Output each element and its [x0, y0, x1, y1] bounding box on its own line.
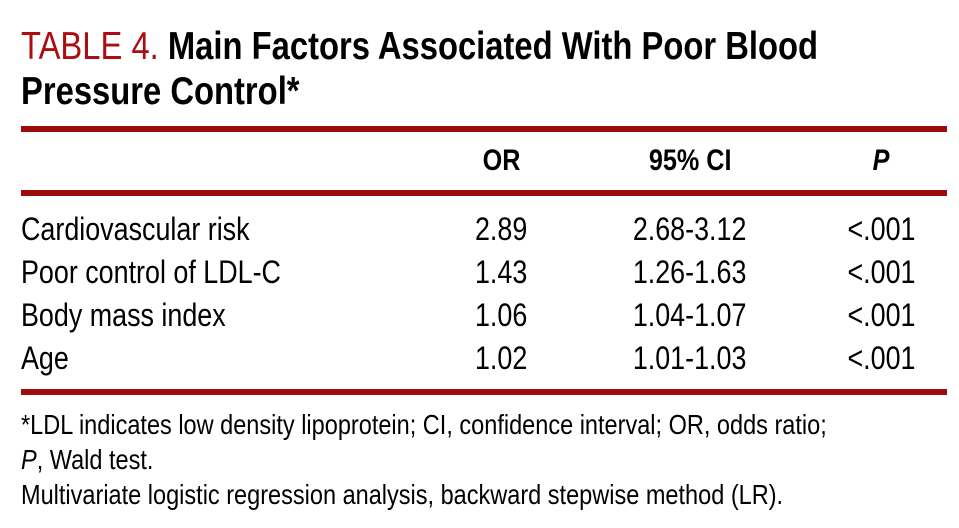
- footnote-wald-text: , Wald test.: [36, 444, 154, 475]
- or-cell: 2.89: [474, 211, 528, 247]
- footnotes: *LDL indicates low density lipoprotein; …: [21, 407, 947, 512]
- factor-cell: Poor control of LDL-C: [21, 254, 281, 290]
- footnote-abbreviations-text: *LDL indicates low density lipoprotein; …: [21, 409, 827, 440]
- table-row: Poor control of LDL-C 1.43 1.26-1.63 <.0…: [21, 251, 947, 294]
- or-cell: 1.43: [474, 254, 528, 290]
- table-row: Body mass index 1.06 1.04-1.07 <.001: [21, 294, 947, 337]
- table-body: Cardiovascular risk 2.89 2.68-3.12 <.001…: [21, 193, 947, 395]
- col-header-ci: 95% CI: [565, 132, 815, 196]
- header-row: OR 95% CI P: [21, 132, 947, 196]
- footnote-abbreviations: *LDL indicates low density lipoprotein; …: [21, 407, 947, 477]
- p-cell: <.001: [815, 337, 947, 395]
- table-title-text: TABLE 4. Main Factors Associated With Po…: [21, 24, 945, 114]
- table-row: Cardiovascular risk 2.89 2.68-3.12 <.001: [21, 193, 947, 251]
- p-cell: <.001: [846, 297, 916, 333]
- table-title-main: Main Factors Associated With Poor Blood …: [21, 25, 819, 113]
- ci-cell: 1.26-1.63: [633, 254, 747, 290]
- table-container: TABLE 4. Main Factors Associated With Po…: [0, 24, 947, 512]
- col-header-or: OR: [437, 132, 565, 196]
- ci-cell: 1.04-1.07: [633, 297, 747, 333]
- factor-cell: Body mass index: [21, 297, 226, 333]
- factor-cell: Cardiovascular risk: [21, 211, 250, 247]
- ci-cell: 1.01-1.03: [565, 337, 815, 395]
- table-header: OR 95% CI P: [21, 132, 947, 196]
- table-title: TABLE 4. Main Factors Associated With Po…: [21, 24, 947, 114]
- table-row: Age 1.02 1.01-1.03 <.001: [21, 337, 947, 395]
- ci-cell: 2.68-3.12: [633, 211, 747, 247]
- col-header-factor: [21, 132, 437, 196]
- top-rule: [21, 126, 947, 132]
- footnote-method-text: Multivariate logistic regression analysi…: [21, 479, 784, 510]
- footnote-p-symbol: P: [21, 444, 37, 475]
- table-number-label: TABLE 4.: [21, 25, 159, 68]
- p-cell: <.001: [846, 254, 916, 290]
- footnote-method: Multivariate logistic regression analysi…: [21, 477, 947, 512]
- or-cell: 1.02: [437, 337, 565, 395]
- or-cell: 1.06: [474, 297, 528, 333]
- p-cell: <.001: [846, 211, 916, 247]
- factors-table: OR 95% CI P Cardiovascular risk 2.89 2.6…: [21, 132, 947, 395]
- factor-cell: Age: [21, 337, 437, 395]
- col-header-p: P: [815, 132, 947, 196]
